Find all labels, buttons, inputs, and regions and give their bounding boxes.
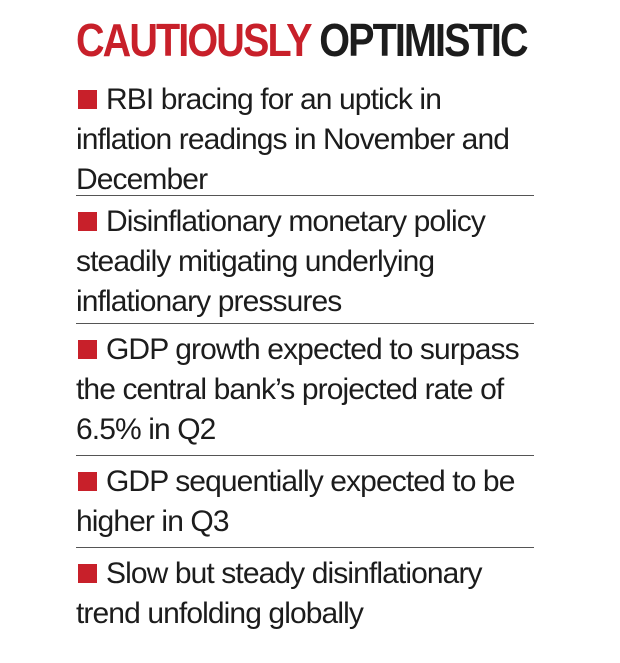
headline-word-cautiously: CAUTIOUSLY: [76, 14, 312, 66]
list-item-text: GDP growth expected to surpass the centr…: [76, 333, 520, 446]
square-bullet-icon: [78, 472, 97, 491]
list-item-text: RBI bracing for an uptick in inflation r…: [76, 83, 510, 196]
list-item: GDP growth expected to surpass the centr…: [76, 328, 534, 456]
list-item-text: GDP sequentially expected to be higher i…: [76, 465, 515, 538]
headline-word-optimistic: OPTIMISTIC: [319, 14, 528, 66]
square-bullet-icon: [78, 212, 97, 231]
square-bullet-icon: [78, 340, 97, 359]
list-item-text: Disinflationary monetary policy steadily…: [76, 205, 486, 318]
list-item: RBI bracing for an uptick in inflation r…: [76, 78, 534, 196]
list-item: Disinflationary monetary policy steadily…: [76, 200, 534, 324]
list-item-text: Slow but steady disinflationary trend un…: [76, 557, 483, 630]
bullet-list: RBI bracing for an uptick in inflation r…: [76, 78, 534, 638]
square-bullet-icon: [78, 564, 97, 583]
list-item: GDP sequentially expected to be higher i…: [76, 460, 534, 548]
square-bullet-icon: [78, 90, 97, 109]
headline: CAUTIOUSLY OPTIMISTIC: [76, 14, 529, 66]
list-item: Slow but steady disinflationary trend un…: [76, 552, 534, 638]
